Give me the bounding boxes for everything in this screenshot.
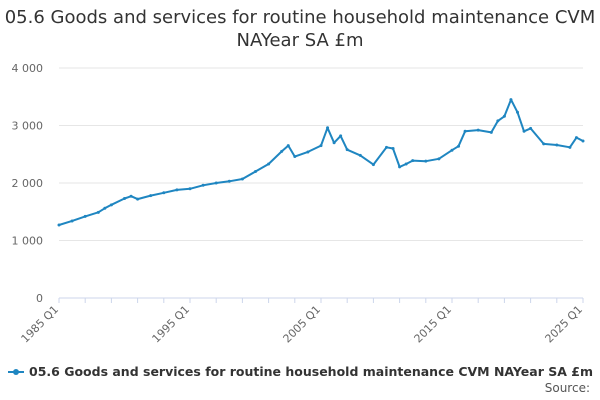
data-point (574, 136, 578, 140)
y-tick-label: 0 (36, 292, 43, 305)
data-point (522, 129, 526, 133)
data-point (424, 159, 428, 163)
data-point (476, 128, 480, 132)
data-point (254, 170, 257, 173)
data-point (326, 126, 330, 130)
data-point (162, 191, 166, 195)
x-axis: 1985 Q1 1995 Q1 2005 Q1 2015 Q1 2025 Q1 (19, 297, 586, 346)
data-point (103, 206, 107, 210)
x-tick-label: 2015 Q1 (412, 303, 455, 346)
data-point (70, 219, 74, 223)
data-point (286, 144, 290, 148)
data-point (345, 148, 349, 152)
data-point (96, 210, 100, 214)
data-point (136, 197, 140, 201)
data-point (227, 179, 231, 183)
data-point (175, 188, 179, 192)
data-point (201, 183, 205, 187)
gridlines (59, 67, 583, 241)
x-tick-label: 2005 Q1 (281, 303, 324, 346)
legend-line-icon (8, 367, 24, 377)
y-axis: 0 1 000 2 000 3 000 4 000 (12, 62, 44, 305)
data-point (149, 194, 153, 198)
data-point (529, 126, 533, 130)
data-point (371, 163, 375, 167)
data-point (502, 114, 506, 118)
data-point (109, 203, 113, 207)
data-point (411, 159, 415, 163)
data-point (437, 157, 441, 161)
y-tick-label: 4 000 (12, 62, 44, 75)
data-point (398, 165, 402, 169)
data-point (463, 129, 467, 133)
x-tick-label: 2025 Q1 (543, 303, 586, 346)
data-point (267, 162, 271, 166)
chart-title: 05.6 Goods and services for routine hous… (4, 7, 596, 51)
data-point (57, 223, 61, 227)
y-tick-label: 1 000 (12, 235, 44, 248)
legend-label: 05.6 Goods and services for routine hous… (29, 364, 593, 379)
data-point (306, 150, 310, 154)
data-point (509, 98, 513, 102)
data-point (319, 144, 323, 148)
data-point (516, 110, 519, 114)
source-label: Source: (544, 381, 590, 395)
data-point (129, 194, 133, 198)
data-point (391, 147, 395, 150)
data-point (214, 181, 218, 185)
data-point (404, 162, 408, 166)
data-point (489, 130, 493, 134)
data-point (188, 187, 192, 191)
data-point (450, 148, 454, 152)
data-point (568, 145, 572, 149)
data-point (542, 142, 546, 146)
data-point (339, 134, 343, 138)
data-point (581, 139, 585, 143)
data-point (555, 143, 559, 147)
x-tick-label: 1995 Q1 (150, 303, 193, 346)
series-line (58, 98, 584, 226)
data-point (496, 119, 500, 123)
y-tick-label: 2 000 (12, 177, 44, 190)
data-point (358, 153, 362, 157)
data-point (332, 141, 336, 145)
data-point (83, 214, 87, 218)
y-tick-label: 3 000 (12, 120, 44, 133)
data-point (123, 197, 126, 201)
data-point (457, 144, 461, 148)
legend-item[interactable]: 05.6 Goods and services for routine hous… (8, 364, 593, 379)
data-point (240, 177, 244, 181)
x-tick-label: 1985 Q1 (19, 303, 62, 346)
data-point (280, 149, 284, 153)
data-point (293, 155, 297, 159)
series-group (57, 98, 585, 227)
data-point (385, 145, 388, 149)
